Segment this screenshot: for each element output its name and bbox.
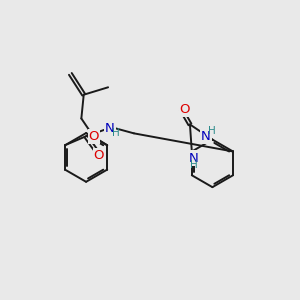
Text: H: H [112,128,120,138]
Text: O: O [94,149,104,162]
Text: N: N [201,130,211,143]
Text: H: H [190,160,198,170]
Text: O: O [180,103,190,116]
Text: N: N [188,152,198,164]
Text: N: N [105,122,114,134]
Text: H: H [208,126,216,136]
Text: O: O [88,130,99,143]
